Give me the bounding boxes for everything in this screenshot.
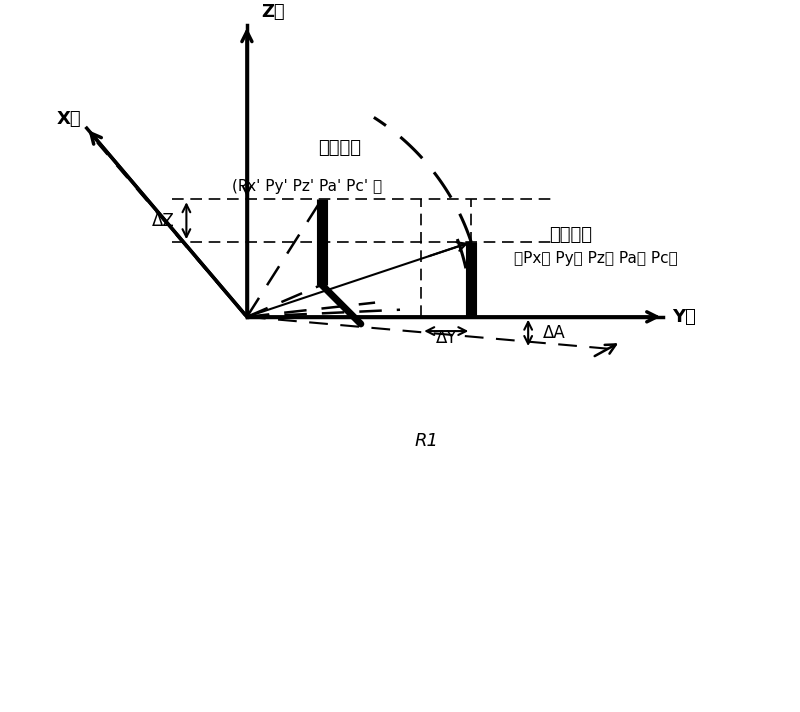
Text: ΔY: ΔY bbox=[435, 329, 457, 347]
Text: ΔA: ΔA bbox=[542, 323, 565, 342]
Text: (Px' Py' Pz' Pa' Pc' ）: (Px' Py' Pz' Pa' Pc' ） bbox=[232, 179, 382, 194]
Text: （Px， Py， Pz， Pa， Pc）: （Px， Py， Pz， Pa， Pc） bbox=[514, 251, 678, 266]
Text: ΔZ: ΔZ bbox=[152, 211, 175, 230]
Text: Z轴: Z轴 bbox=[261, 4, 285, 21]
Text: R1: R1 bbox=[414, 432, 438, 451]
Text: Y轴: Y轴 bbox=[672, 308, 696, 326]
Text: 刀具起点: 刀具起点 bbox=[550, 226, 593, 244]
Text: X轴: X轴 bbox=[57, 110, 82, 128]
Text: 刀具终点: 刀具终点 bbox=[318, 139, 361, 157]
